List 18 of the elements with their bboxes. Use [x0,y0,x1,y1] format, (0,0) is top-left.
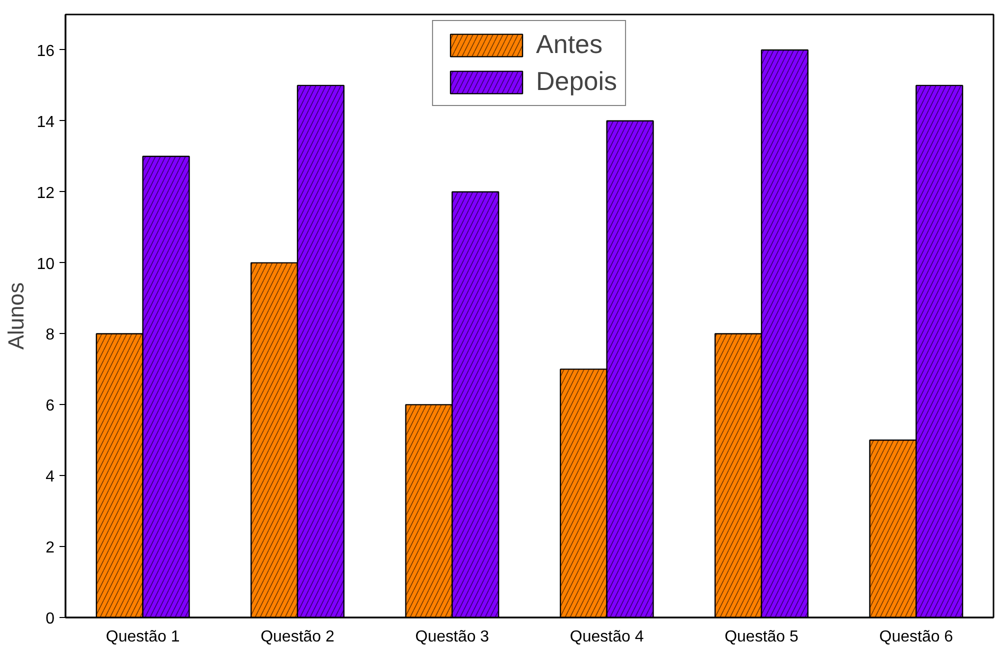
legend-label: Antes [536,29,603,60]
x-tick-label: Questão 5 [724,628,799,646]
y-tick-label: 10 [36,256,55,273]
y-tick-label: 6 [46,398,55,415]
y-tick-label: 4 [46,468,55,486]
y-tick-label: 2 [46,540,55,557]
x-tick-label: Questão 4 [570,628,644,646]
y-tick-label: 0 [46,610,55,628]
y-axis-title: Alunos [4,282,29,350]
x-tick-label: Questão 6 [879,628,954,646]
y-tick-label: 16 [36,42,55,60]
y-tick-label: 14 [36,114,55,131]
legend-label: Depois [536,66,617,97]
x-tick-label: Questão 2 [260,628,335,646]
x-tick-label: Questão 3 [415,628,490,646]
x-tick-label: Questão 1 [106,628,180,646]
y-tick-label: 8 [46,326,55,344]
y-tick-label: 12 [36,184,55,202]
